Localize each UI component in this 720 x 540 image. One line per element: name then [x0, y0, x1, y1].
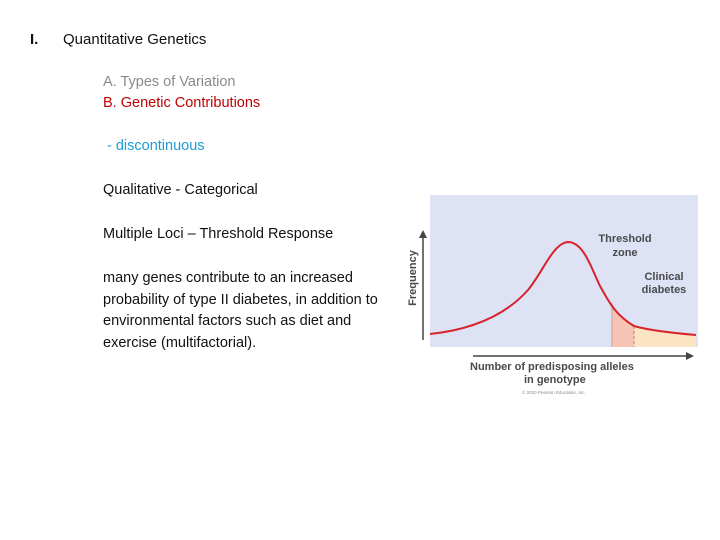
section-heading: Quantitative Genetics: [63, 31, 207, 48]
outline-item-b: B. Genetic Contributions: [103, 95, 261, 111]
qualitative-label: Qualitative - Categorical: [103, 182, 258, 198]
clinical-label-line2: diabetes: [642, 284, 687, 296]
multiple-loci-label: Multiple Loci – Threshold Response: [103, 226, 334, 242]
diabetes-paragraph: many genes contribute to an increased pr…: [103, 270, 378, 351]
x-axis-label-line2: in genotype: [524, 374, 586, 386]
frequency-curve: [429, 240, 697, 336]
threshold-figure: Frequency Threshold zone Clinical diabet…: [398, 190, 700, 400]
clinical-diabetes-region: [634, 326, 696, 347]
x-axis-label-line1: Number of predisposing alleles: [470, 361, 634, 373]
discontinuous-label: - discontinuous: [107, 138, 205, 154]
y-axis-arrow: [419, 230, 427, 238]
figure-panel: [430, 195, 698, 347]
figure-copyright: © 2010 Pearson Education, Inc.: [522, 389, 586, 395]
x-axis-arrow: [686, 352, 694, 360]
outline-item-a: A. Types of Variation: [103, 74, 236, 90]
y-axis-label: Frequency: [407, 249, 419, 306]
outline-numeral: I.: [30, 31, 39, 48]
threshold-label-line2: zone: [612, 247, 637, 259]
threshold-diagram: Frequency Threshold zone Clinical diabet…: [407, 195, 698, 395]
clinical-label-line1: Clinical: [644, 271, 683, 283]
threshold-label-line1: Threshold: [598, 233, 651, 245]
